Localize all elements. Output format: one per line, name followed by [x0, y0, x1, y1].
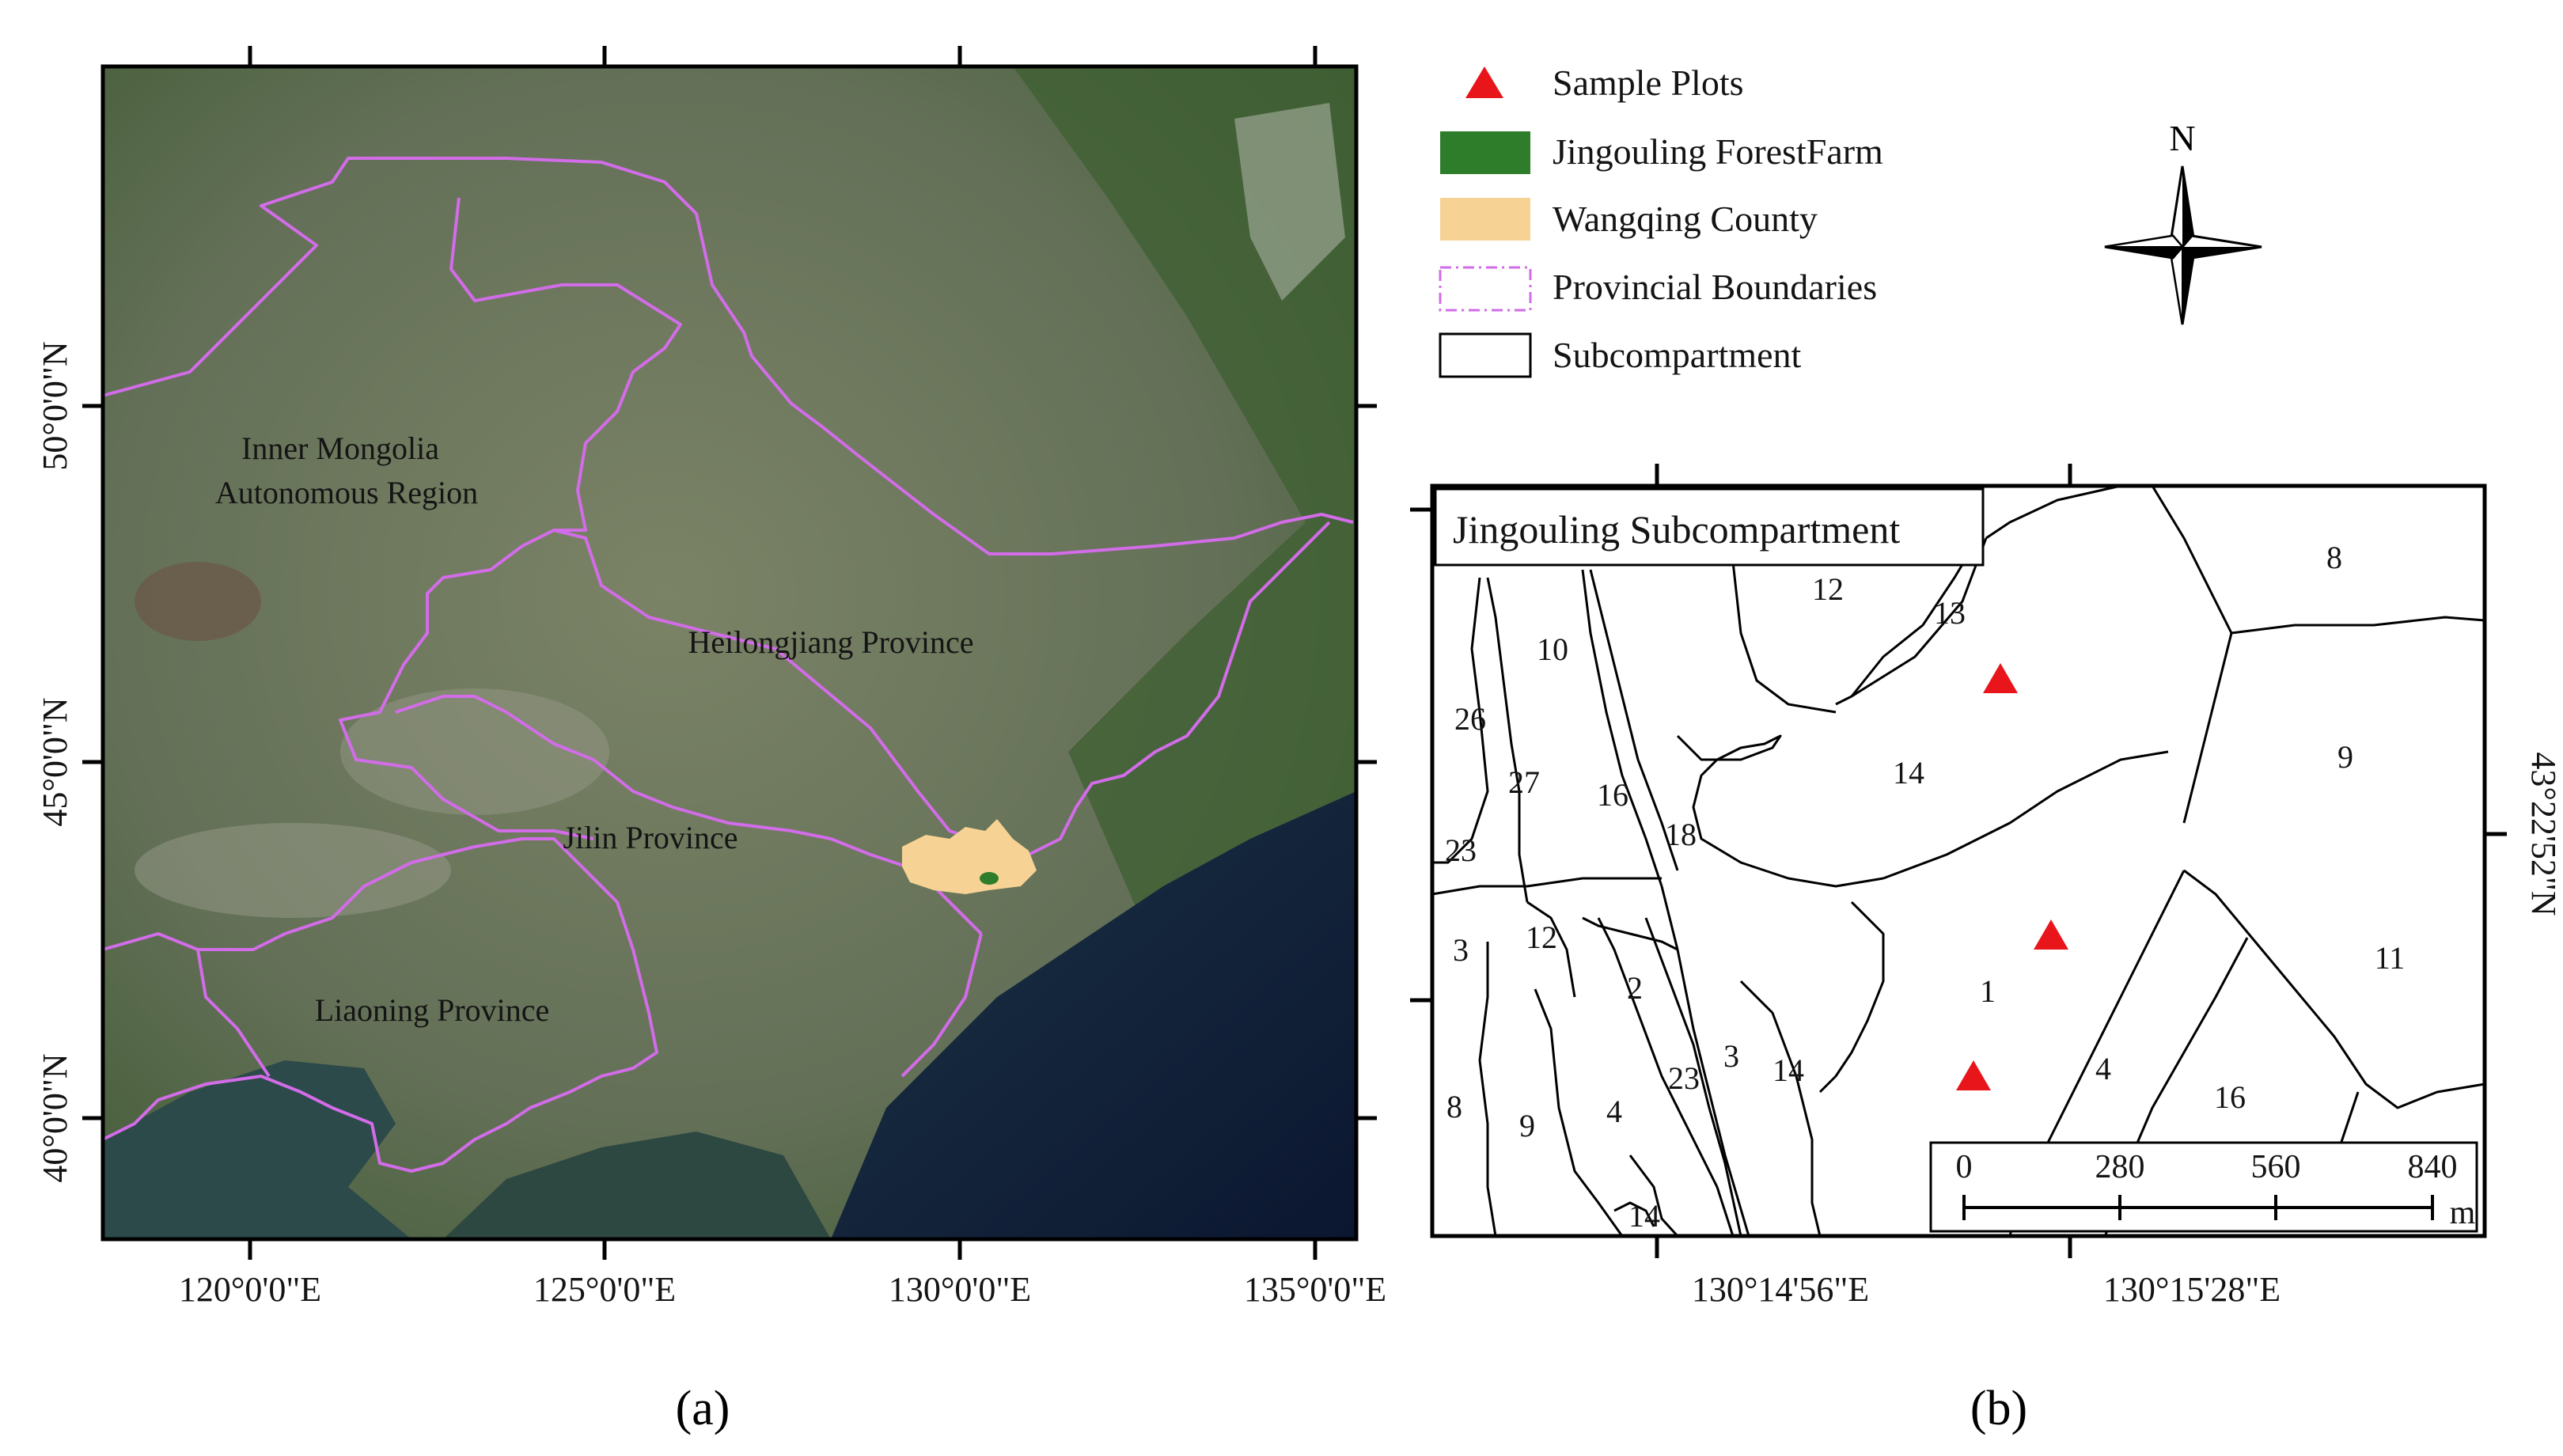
x-tick-label: 125°0'0"E	[533, 1270, 676, 1309]
y-tick-label: 45°0'0"N	[36, 697, 74, 826]
region-label-liaoning: Liaoning Province	[315, 992, 550, 1028]
subcompartment-number: 9	[2337, 739, 2353, 775]
north-label: N	[2169, 118, 2195, 158]
subcompartment-number: 16	[2214, 1079, 2246, 1115]
legend-label: Sample Plots	[1553, 63, 1744, 103]
sample-plot-marker	[1983, 663, 2018, 693]
panel-b-ticks	[1410, 464, 2507, 1258]
subcompartment-number: 14	[1893, 755, 1924, 791]
y-tick-label: 43°22'52"N	[2524, 752, 2563, 916]
subcompartment-number: 14	[1772, 1052, 1804, 1088]
subcompartment-frame	[1430, 483, 2487, 1238]
subcompartment-number: 13	[1934, 595, 1966, 631]
panel-b-caption: (b)	[1970, 1382, 2027, 1435]
north-arrow-icon: N	[2104, 118, 2262, 325]
legend-label: Provincial Boundaries	[1553, 267, 1877, 307]
legend-label: Subcompartment	[1553, 335, 1801, 375]
sample-plot-marker	[1956, 1060, 1991, 1090]
regional-map: Inner Mongolia Autonomous Region Heilong…	[103, 66, 1356, 1239]
subcompartment-boundaries	[1431, 484, 2485, 1238]
y-tick-label: 50°0'0"N	[36, 341, 74, 470]
legend: Sample Plots Jingouling ForestFarm Wangq…	[1439, 63, 1883, 378]
subcompartment-number: 4	[1606, 1094, 1622, 1129]
provincial-boundaries	[103, 157, 1354, 1173]
subcompartment-number: 10	[1537, 631, 1568, 667]
subcompartment-number: 18	[1665, 817, 1697, 852]
forest-farm-swatch	[1440, 131, 1530, 174]
subcompartment-number: 3	[1723, 1038, 1739, 1074]
steppe-patch	[340, 688, 609, 815]
x-tick-label: 130°14'56"E	[1692, 1270, 1869, 1309]
panel-b-title: Jingouling Subcompartment	[1453, 507, 1900, 552]
sea-east	[831, 791, 1356, 1239]
x-tick-label: 120°0'0"E	[179, 1270, 321, 1309]
region-label-jilin: Jilin Province	[563, 820, 737, 855]
subcompartment-number: 14	[1628, 1198, 1660, 1234]
x-tick-label: 130°15'28"E	[2103, 1270, 2281, 1309]
forest-area	[1013, 66, 1356, 934]
jingouling-forest-farm-area	[980, 872, 999, 885]
region-label-inner-mongolia-2: Autonomous Region	[215, 475, 478, 510]
x-tick-label: 130°0'0"E	[889, 1270, 1031, 1309]
region-label-heilongjiang: Heilongjiang Province	[688, 624, 973, 660]
scale-unit: m	[2450, 1195, 2476, 1231]
subcompartment-number: 26	[1454, 701, 1486, 737]
legend-label: Wangqing County	[1553, 199, 1818, 239]
subcompartment-number: 12	[1526, 919, 1557, 955]
subcompartment-number: 16	[1597, 777, 1628, 813]
legend-label: Jingouling ForestFarm	[1553, 131, 1883, 172]
panel-b-title-box	[1434, 487, 1985, 567]
y-tick-label: 40°0'0"N	[36, 1053, 74, 1182]
regional-map-frame	[100, 64, 1359, 1242]
scale-bar-box	[1929, 1141, 2478, 1233]
subcompartment-number: 2	[1627, 970, 1643, 1006]
scale-label: 280	[2095, 1149, 2145, 1185]
x-tick-label: 135°0'0"E	[1244, 1270, 1386, 1309]
subcompartment-swatch	[1439, 332, 1532, 378]
lake	[135, 562, 261, 641]
subcompartment-number: 1	[1980, 973, 1996, 1009]
subcompartment-number: 27	[1508, 764, 1540, 800]
subcompartment-number: 3	[1453, 932, 1469, 968]
sample-plot-icon	[1465, 66, 1503, 98]
subcompartment-number: 23	[1668, 1060, 1700, 1096]
sea-bohai	[103, 1060, 411, 1239]
subcompartment-number: 9	[1519, 1108, 1535, 1143]
scale-label: 0	[1956, 1149, 1973, 1185]
panel-a-caption: (a)	[676, 1382, 730, 1435]
sea-yellow	[443, 1132, 831, 1239]
subcompartment-number: 12	[1812, 571, 1844, 607]
subcompartment-number: 8	[1446, 1089, 1462, 1124]
region-label-inner-mongolia: Inner Mongolia	[241, 430, 439, 466]
scale-label: 560	[2251, 1149, 2301, 1185]
scale-label: 840	[2408, 1149, 2458, 1185]
subcompartment-number: 23	[1445, 832, 1477, 868]
mountain-area	[1234, 103, 1345, 301]
panel-a-ticks	[82, 46, 1377, 1260]
county-swatch	[1440, 198, 1530, 241]
subcompartment-number: 11	[2375, 940, 2406, 976]
subcompartment-number: 4	[2095, 1051, 2111, 1086]
subcompartment-map: 0 280 560 840 m Jingouling Subcompartmen…	[1430, 483, 2487, 1238]
sample-plot-marker	[2034, 919, 2068, 950]
wangqing-county-area	[902, 819, 1037, 894]
subcompartment-number: 8	[2326, 540, 2342, 575]
boundary-swatch	[1439, 266, 1532, 312]
steppe-patch	[135, 823, 451, 918]
subcompartment-numbers: 12 13 8 10 26 14 9 27 16 18 23 3 12 11 2…	[1445, 540, 2405, 1234]
